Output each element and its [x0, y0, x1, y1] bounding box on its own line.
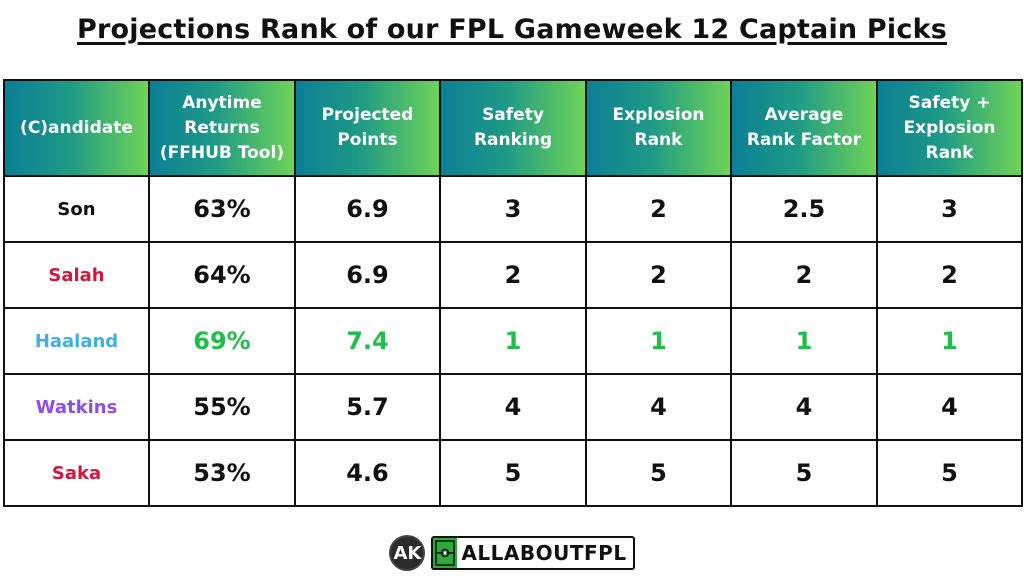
projected-points-cell: 6.9 — [294, 175, 441, 243]
anytime-returns-cell: 55% — [148, 373, 296, 441]
safety-ranking-cell: 3 — [439, 175, 587, 243]
safety-ranking-cell: 2 — [439, 241, 587, 309]
projected-points-cell: 7.4 — [294, 307, 441, 375]
safety-ranking-cell: 4 — [439, 373, 587, 441]
table-row: Son 63% 6.9 3 2 2.5 3 — [3, 175, 1023, 243]
candidate-name: Saka — [3, 439, 150, 507]
safety-explosion-rank-cell: 3 — [876, 175, 1023, 243]
anytime-returns-cell: 69% — [148, 307, 296, 375]
candidate-name: Haaland — [3, 307, 150, 375]
allaboutfpl-logo: ALLABOUTFPL — [431, 536, 635, 570]
explosion-rank-cell: 5 — [585, 439, 732, 507]
average-rank-factor-cell: 2 — [730, 241, 878, 309]
header-anytime-returns: Anytime Returns (FFHUB Tool) — [148, 79, 296, 177]
header-average-rank-factor: Average Rank Factor — [730, 79, 878, 177]
football-pitch-svg — [435, 540, 456, 566]
projected-points-cell: 4.6 — [294, 439, 441, 507]
average-rank-factor-cell: 4 — [730, 373, 878, 441]
explosion-rank-cell: 4 — [585, 373, 732, 441]
table-row: Haaland 69% 7.4 1 1 1 1 — [3, 307, 1023, 375]
explosion-rank-cell: 2 — [585, 175, 732, 243]
ak-logo: AK — [389, 535, 426, 571]
average-rank-factor-cell: 5 — [730, 439, 878, 507]
table-row: Saka 53% 4.6 5 5 5 5 — [3, 439, 1023, 507]
table-row: Salah 64% 6.9 2 2 2 2 — [3, 241, 1023, 309]
header-safety-ranking: Safety Ranking — [439, 79, 587, 177]
safety-explosion-rank-cell: 1 — [876, 307, 1023, 375]
page-title: Projections Rank of our FPL Gameweek 12 … — [0, 14, 1024, 45]
explosion-rank-cell: 2 — [585, 241, 732, 309]
average-rank-factor-cell: 1 — [730, 307, 878, 375]
header-projected-points: Projected Points — [294, 79, 441, 177]
candidate-name: Watkins — [3, 373, 150, 441]
anytime-returns-cell: 64% — [148, 241, 296, 309]
average-rank-factor-cell: 2.5 — [730, 175, 878, 243]
projected-points-cell: 6.9 — [294, 241, 441, 309]
safety-explosion-rank-cell: 4 — [876, 373, 1023, 441]
footer-logos: AK ALLABOUTFPL — [0, 533, 1024, 573]
candidate-name: Son — [3, 175, 150, 243]
safety-ranking-cell: 1 — [439, 307, 587, 375]
header-candidate: (C)andidate — [3, 79, 150, 177]
safety-explosion-rank-cell: 5 — [876, 439, 1023, 507]
candidate-name: Salah — [3, 241, 150, 309]
anytime-returns-cell: 63% — [148, 175, 296, 243]
table-header-row: (C)andidate Anytime Returns (FFHUB Tool)… — [3, 79, 1023, 177]
football-pitch-icon — [433, 538, 458, 568]
brand-name: ALLABOUTFPL — [461, 541, 627, 565]
captain-picks-table: (C)andidate Anytime Returns (FFHUB Tool)… — [3, 79, 1023, 507]
header-explosion-rank: Explosion Rank — [585, 79, 732, 177]
explosion-rank-cell: 1 — [585, 307, 732, 375]
header-safety-explosion-rank: Safety + Explosion Rank — [876, 79, 1023, 177]
safety-ranking-cell: 5 — [439, 439, 587, 507]
safety-explosion-rank-cell: 2 — [876, 241, 1023, 309]
anytime-returns-cell: 53% — [148, 439, 296, 507]
projected-points-cell: 5.7 — [294, 373, 441, 441]
table-row: Watkins 55% 5.7 4 4 4 4 — [3, 373, 1023, 441]
page-title-text: Projections Rank of our FPL Gameweek 12 … — [77, 14, 947, 45]
